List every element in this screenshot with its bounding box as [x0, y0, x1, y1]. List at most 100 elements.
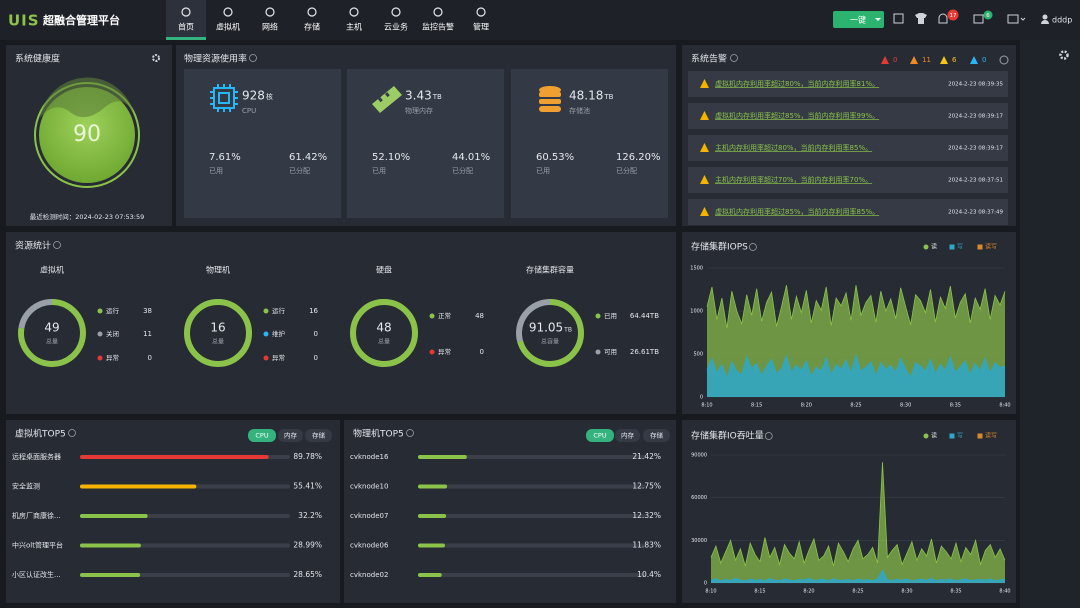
x-tick-label: 8:35 — [950, 589, 961, 595]
tab[interactable] — [305, 429, 332, 442]
legend-swatch — [949, 433, 955, 439]
tab-active[interactable] — [586, 429, 614, 442]
nav-icon — [307, 7, 317, 17]
nav-item[interactable]: 存储 — [304, 22, 320, 32]
alert-text[interactable]: 主机内存利用率超过70%，当前内存利用率70%。 — [715, 175, 872, 184]
x-tick-label: 8:25 — [852, 589, 863, 595]
tab-label[interactable]: 内存 — [621, 431, 635, 440]
resource-card — [347, 69, 504, 218]
alert-time: 2024-2-23 08:39:17 — [948, 146, 1003, 152]
donut-total-label: 总量 — [46, 338, 58, 346]
tab-label[interactable]: 内存 — [284, 431, 298, 440]
y-tick-label: 90000 — [691, 453, 707, 459]
nav-item[interactable]: 云业务 — [384, 22, 408, 32]
group-name: 物理机 — [206, 265, 230, 275]
nav-item[interactable]: 管理 — [473, 22, 489, 32]
button-label: 一键 — [850, 15, 866, 25]
resource-name: 存储池 — [569, 106, 590, 115]
alert-count: 0 — [893, 56, 897, 64]
help-icon[interactable] — [249, 54, 257, 62]
row-name: cvknode10 — [350, 483, 388, 491]
panel-title: 物理资源使用率 — [184, 53, 247, 65]
legend-dot — [97, 308, 103, 314]
allocated-value: 126.20% — [616, 152, 661, 163]
legend-dot — [429, 313, 435, 319]
tab-active[interactable] — [248, 429, 276, 442]
badge — [947, 9, 959, 21]
legend-label: 关闭 — [106, 329, 119, 338]
legend-dot — [263, 331, 269, 337]
alert-text[interactable]: 主机内存利用率超过80%，当前内存利用率85%。 — [715, 143, 872, 152]
bar-label: 12.32% — [632, 511, 661, 520]
alert-time: 2024-2-23 08:37:49 — [948, 210, 1003, 216]
legend-dot — [263, 308, 269, 314]
nav-icon — [476, 7, 486, 17]
resource-value: 3.43 — [405, 89, 432, 103]
row-name: cvknode07 — [350, 512, 388, 520]
bar-label: 10.4% — [637, 570, 661, 579]
used-value: 7.61% — [209, 152, 241, 163]
nav-item[interactable]: 监控告警 — [422, 22, 454, 32]
help-icon[interactable] — [730, 54, 738, 62]
tab-label[interactable]: CPU — [255, 432, 268, 440]
allocated-value: 61.42% — [289, 152, 327, 163]
help-icon[interactable] — [748, 243, 757, 251]
help-icon[interactable] — [68, 429, 76, 437]
one-click-button[interactable] — [833, 11, 884, 28]
more-icon[interactable] — [999, 55, 1009, 65]
x-tick-label: 8:10 — [705, 589, 716, 595]
tab[interactable] — [615, 429, 640, 442]
help-icon[interactable] — [53, 241, 61, 249]
legend-value: 64.44TB — [630, 312, 659, 320]
alert-icon — [700, 79, 709, 88]
legend-label: 写 — [957, 244, 963, 251]
tab-label[interactable]: CPU — [593, 432, 606, 440]
message-icon[interactable] — [973, 14, 984, 24]
tab-label[interactable]: 存储 — [312, 431, 326, 440]
shirt-icon[interactable] — [915, 13, 927, 24]
bell-icon[interactable] — [938, 13, 948, 24]
nav-item[interactable]: 虚拟机 — [216, 22, 240, 32]
alert-text[interactable]: 虚拟机内存利用率超过85%，当前内存利用率99%。 — [715, 111, 879, 120]
bar — [80, 455, 269, 459]
used-value: 60.53% — [536, 152, 574, 163]
nav-item[interactable]: 首页 — [178, 22, 194, 32]
user-icon[interactable] — [1042, 14, 1048, 20]
settings-icon[interactable] — [1059, 50, 1069, 60]
panel — [344, 420, 676, 603]
settings-icon[interactable] — [152, 54, 160, 62]
alert-row — [688, 199, 1008, 225]
bar — [80, 573, 141, 577]
help-icon[interactable] — [406, 429, 414, 437]
donut-segment — [18, 299, 53, 329]
alert-text[interactable]: 虚拟机内存利用率超过85%，当前内存利用率85%。 — [715, 207, 879, 216]
nav-item[interactable]: 网络 — [262, 22, 278, 32]
panel — [6, 420, 340, 603]
y-tick-label: 30000 — [691, 538, 707, 544]
legend-dot — [97, 331, 103, 337]
tab-label[interactable]: 存储 — [650, 431, 664, 440]
layout-icon[interactable] — [1007, 14, 1019, 24]
user-icon-body — [1041, 20, 1049, 24]
alert-row — [688, 103, 1008, 129]
tab[interactable] — [643, 429, 670, 442]
panel-title: 物理机TOP5 — [353, 428, 404, 440]
x-tick-label: 8:10 — [701, 403, 712, 409]
legend-value: 0 — [148, 354, 152, 362]
nav-item[interactable]: 主机 — [346, 22, 362, 32]
bar-track — [418, 455, 646, 459]
legend-label: 写 — [957, 433, 963, 440]
donut-total: 48 — [376, 321, 391, 335]
alert-text[interactable]: 虚拟机内存利用率超过80%，当前内存利用率81%。 — [715, 79, 879, 88]
help-icon[interactable] — [764, 432, 773, 440]
legend-value: 0 — [480, 348, 484, 356]
bar — [418, 514, 447, 518]
fullscreen-icon[interactable] — [893, 13, 904, 24]
line — [706, 353, 1006, 380]
row-name: 机房厂商康徐... — [12, 511, 61, 520]
resource-name: CPU — [242, 107, 256, 115]
memory-icon — [372, 86, 402, 113]
row-name: cvknode06 — [350, 542, 389, 550]
legend-label: 可用 — [604, 348, 617, 356]
tab[interactable] — [278, 429, 303, 442]
